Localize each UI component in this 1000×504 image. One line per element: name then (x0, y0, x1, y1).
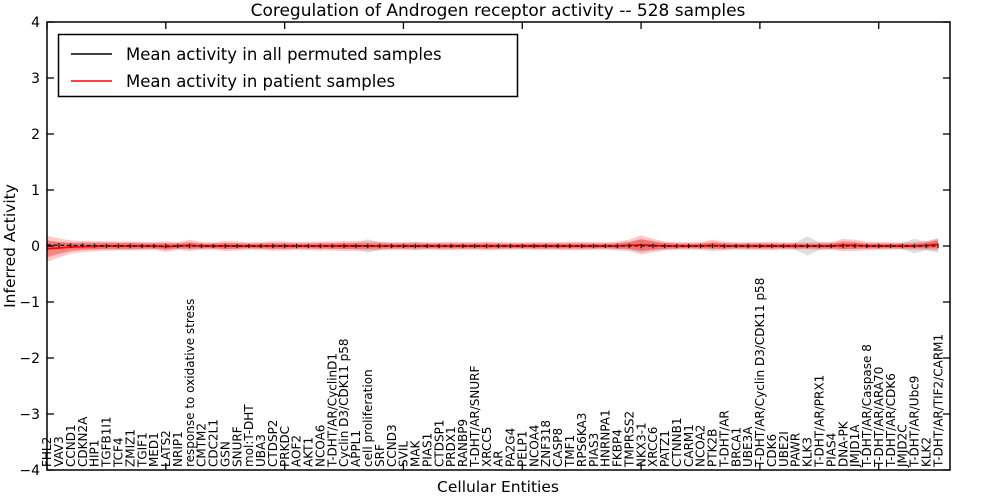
x-tick-label: CARM1 (682, 424, 696, 467)
x-tick-label: CTNNB1 (670, 417, 684, 467)
x-tick-label: SVIL (397, 441, 411, 467)
x-tick-label: XRCC6 (646, 427, 660, 467)
x-tick-label: RANBP9 (456, 419, 470, 467)
x-tick-label: UBE2I (777, 431, 791, 467)
x-axis-label: Cellular Entities (437, 478, 559, 496)
x-tick-label: response to oxidative stress (183, 299, 197, 467)
y-tick-label: 1 (31, 183, 40, 199)
x-tick-label: APPL1 (349, 430, 363, 467)
x-tick-label: PIAS4 (824, 433, 838, 467)
x-tick-label: MED1 (147, 432, 161, 467)
x-tick-label: VAV3 (52, 436, 66, 467)
x-tick-label: PA2G4 (504, 428, 518, 467)
x-tick-label: CDKN2A (76, 416, 90, 467)
plot-area: 4 3 2 1 0 −1 −2 −3 −4FHL2VAV3CCND1CDKN2AHIP1TGFB… (19, 15, 951, 479)
y-tick-label: −1 (19, 295, 40, 311)
x-tick-label: CMTM2 (195, 423, 209, 467)
x-tick-label: cell proliferation (361, 369, 375, 467)
x-tick-label: DNA-PK (836, 420, 850, 467)
x-tick-label: XRCC5 (480, 427, 494, 467)
x-tick-label: T-DHT/AR (718, 410, 732, 468)
y-tick-label: 0 (31, 239, 40, 255)
x-tick-label: NCOA2 (694, 425, 708, 467)
x-tick-label: mol:T-DHT (242, 404, 256, 467)
y-tick-label: −4 (19, 463, 40, 479)
x-tick-label: UBE3A (741, 426, 755, 467)
x-tick-label: T-DHT/AR/CyclinD1 (325, 353, 339, 468)
x-tick-label: T-DHT/AR/PRX1 (813, 375, 827, 468)
x-tick-label: CCND1 (64, 424, 78, 467)
x-tick-label: ZMIZ1 (123, 429, 137, 467)
x-tick-label: T-DHT/AR/CDK6 (884, 373, 898, 468)
x-tick-label: CTDSP2 (266, 420, 280, 467)
x-tick-label: JMJD2C (896, 424, 910, 468)
legend-box (57, 33, 519, 98)
legend-label-permuted: Mean activity in all permuted samples (126, 45, 442, 64)
x-tick-label: TCF4 (112, 437, 126, 468)
x-tick-label: PELP1 (516, 431, 530, 467)
y-tick-label: 2 (31, 127, 40, 143)
x-tick-label: RPS6KA3 (575, 413, 589, 467)
x-tick-label: SRF (373, 444, 387, 467)
y-tick-label: −2 (19, 351, 40, 367)
x-tick-label: T-DHT/AR/TIF2/CARM1 (931, 334, 945, 468)
x-tick-label: PRDX1 (444, 426, 458, 467)
x-tick-label: PIAS3 (587, 433, 601, 467)
y-axis-label: Inferred Activity (1, 184, 19, 308)
y-tick-label: 3 (31, 71, 40, 87)
x-tick-label: PAWR (789, 433, 803, 467)
x-tick-label: FHL2 (40, 437, 54, 467)
x-tick-label: T-DHT/AR/ARA70 (872, 367, 886, 468)
x-tick-label: T-DHT/AR/SNURF (468, 366, 482, 469)
x-tick-label: PTK2B (706, 429, 720, 467)
x-tick-label: T-DHT/AR/Cyclin D3/CDK11 p58 (753, 278, 767, 468)
x-tick-label: TGIF1 (135, 432, 149, 468)
x-tick-label: CDC2L1 (207, 419, 221, 467)
x-tick-label: AKT1 (302, 437, 316, 467)
x-tick-label: ZNF318 (539, 420, 553, 467)
x-tick-label: JMJD1A (848, 424, 862, 468)
x-tick-label: GSN (218, 441, 232, 467)
band-patient-samples-range-inner (47, 239, 939, 258)
x-tick-label: TMF1 (563, 435, 577, 468)
y-tick-label: 4 (31, 15, 40, 31)
x-tick-label: T-DHT/AR/Caspase 8 (860, 344, 874, 468)
x-tick-label: AR (492, 450, 506, 467)
x-tick-label: T-DHT/AR/Ubc9 (908, 376, 922, 468)
permuted-mean-line (46, 244, 939, 247)
x-tick-label: KLK3 (801, 437, 815, 467)
x-tick-label: HNRNPA1 (599, 409, 613, 467)
x-tick-label: NCOA4 (527, 425, 541, 467)
x-tick-label: TGFB1I1 (100, 416, 114, 468)
x-tick-label: CDK6 (765, 434, 779, 467)
legend-label-patient: Mean activity in patient samples (126, 72, 395, 91)
x-tick-label: SNURF (230, 426, 244, 467)
x-tick-label: Cyclin D3/CDK11 p58 (337, 338, 351, 467)
x-tick-label: LATS2 (159, 430, 173, 467)
x-tick-label: CCND3 (385, 424, 399, 467)
x-tick-label: CASP8 (551, 428, 565, 467)
x-tick-label: BRCA1 (729, 427, 743, 467)
x-tick-label: UBA3 (254, 434, 268, 467)
x-tick-label: NKX3-1 (634, 422, 648, 467)
x-tick-label: NRIP1 (171, 431, 185, 467)
y-tick-label: −3 (19, 407, 40, 423)
x-tick-label: CTDSP1 (432, 420, 446, 467)
x-tick-label: HIP1 (88, 440, 102, 467)
x-tick-label: PATZ1 (658, 430, 672, 467)
x-tick-label: PIAS1 (420, 433, 434, 467)
x-tick-label: TMPRSS2 (622, 411, 636, 468)
legend: Mean activity in all permuted samples Me… (57, 33, 519, 98)
x-tick-label: FKBP4 (611, 429, 625, 467)
band-patient-samples-range-outer (47, 235, 939, 262)
chart-title: Coregulation of Androgen receptor activi… (251, 1, 746, 21)
x-tick-label: MAK (409, 439, 423, 467)
x-tick-label: KLK2 (919, 437, 933, 467)
x-tick-label: NCOA6 (314, 425, 328, 467)
x-tick-label: PRKDC (278, 426, 292, 467)
x-tick-label: AOF2 (290, 435, 304, 467)
